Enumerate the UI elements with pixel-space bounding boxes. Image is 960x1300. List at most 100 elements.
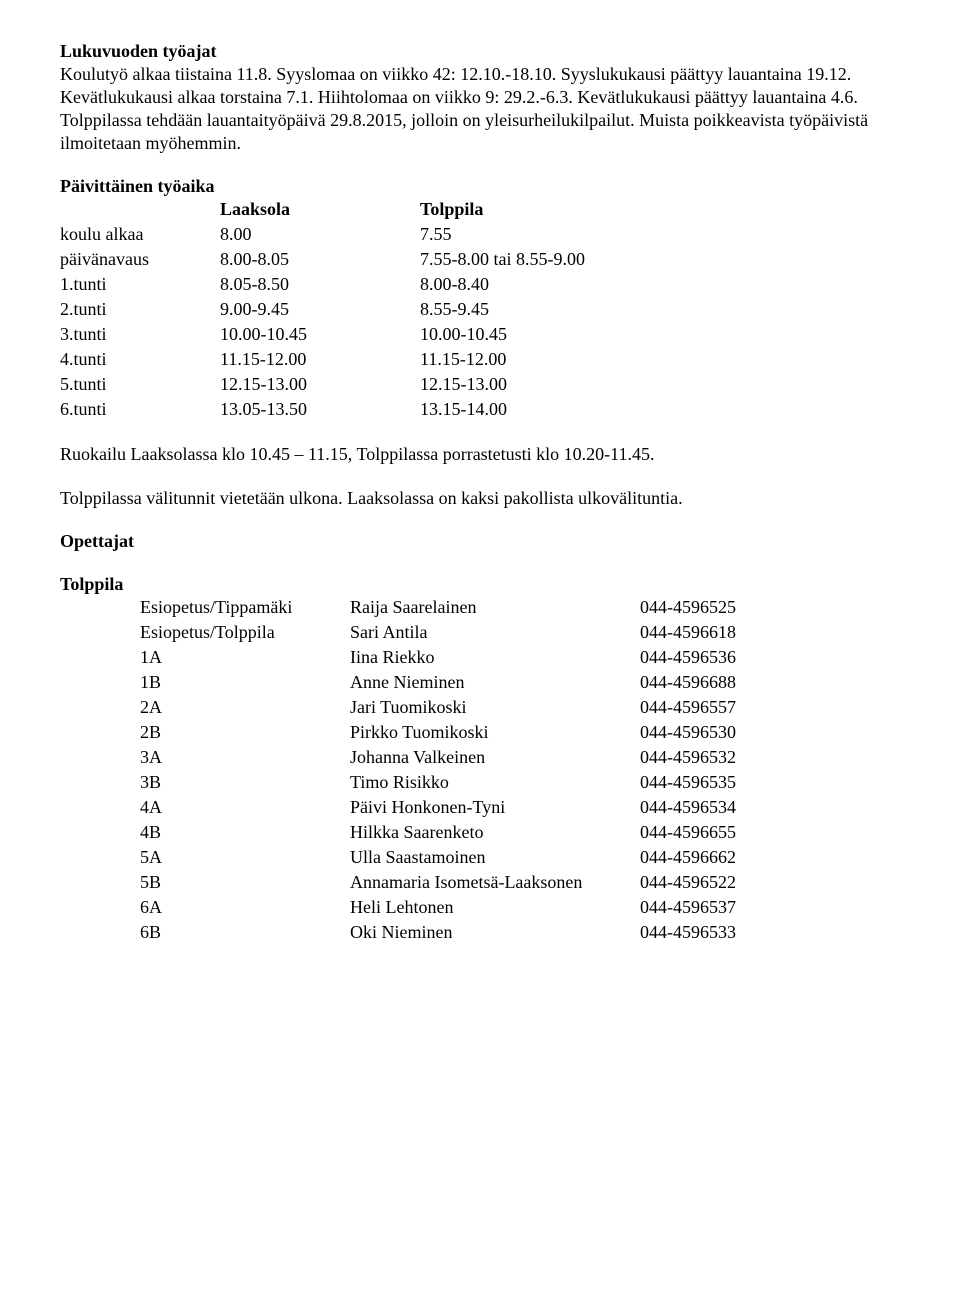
teacher-class: 6A: [140, 896, 350, 921]
schedule-row: 1.tunti8.05-8.508.00-8.40: [60, 273, 680, 298]
teacher-name: Raija Saarelainen: [350, 596, 640, 621]
teacher-row: 6AHeli Lehtonen044-4596537: [140, 896, 800, 921]
teacher-row: 1AIina Riekko044-4596536: [140, 646, 800, 671]
schedule-laaksola-time: 8.00-8.05: [220, 248, 420, 273]
teacher-class: 4A: [140, 796, 350, 821]
teacher-class: 4B: [140, 821, 350, 846]
schedule-label: 4.tunti: [60, 348, 220, 373]
schedule-label: 3.tunti: [60, 323, 220, 348]
schedule-tolppila-time: 7.55: [420, 223, 680, 248]
teacher-class: 1B: [140, 671, 350, 696]
teacher-class: 2A: [140, 696, 350, 721]
schedule-tolppila-time: 12.15-13.00: [420, 373, 680, 398]
teacher-class: Esiopetus/Tippamäki: [140, 596, 350, 621]
schedule-laaksola-time: 11.15-12.00: [220, 348, 420, 373]
teacher-row: 4APäivi Honkonen-Tyni044-4596534: [140, 796, 800, 821]
schedule-tolppila-time: 11.15-12.00: [420, 348, 680, 373]
teacher-row: 5BAnnamaria Isometsä-Laaksonen044-459652…: [140, 871, 800, 896]
teacher-row: 2BPirkko Tuomikoski044-4596530: [140, 721, 800, 746]
teacher-phone: 044-4596557: [640, 696, 800, 721]
schedule-tolppila-time: 7.55-8.00 tai 8.55-9.00: [420, 248, 680, 273]
schedule-label: 2.tunti: [60, 298, 220, 323]
teacher-row: 3AJohanna Valkeinen044-4596532: [140, 746, 800, 771]
teacher-name: Jari Tuomikoski: [350, 696, 640, 721]
teacher-row: 4BHilkka Saarenketo044-4596655: [140, 821, 800, 846]
teacher-row: 3BTimo Risikko044-4596535: [140, 771, 800, 796]
heading-schoolyear: Lukuvuoden työajat: [60, 41, 217, 61]
teacher-phone: 044-4596532: [640, 746, 800, 771]
teacher-class: 5A: [140, 846, 350, 871]
schedule-col-tolppila: Tolppila: [420, 198, 680, 223]
teacher-phone: 044-4596530: [640, 721, 800, 746]
schedule-tolppila-time: 10.00-10.45: [420, 323, 680, 348]
breaks-text: Tolppilassa välitunnit vietetään ulkona.…: [60, 487, 900, 510]
teacher-class: 2B: [140, 721, 350, 746]
schedule-laaksola-time: 8.05-8.50: [220, 273, 420, 298]
teacher-class: 1A: [140, 646, 350, 671]
teacher-phone: 044-4596534: [640, 796, 800, 821]
schedule-row: 5.tunti12.15-13.0012.15-13.00: [60, 373, 680, 398]
teacher-phone: 044-4596536: [640, 646, 800, 671]
teacher-phone: 044-4596535: [640, 771, 800, 796]
schedule-row: 4.tunti11.15-12.0011.15-12.00: [60, 348, 680, 373]
teacher-row: 1BAnne Nieminen044-4596688: [140, 671, 800, 696]
intro-text: Koulutyö alkaa tiistaina 11.8. Syyslomaa…: [60, 64, 868, 153]
teacher-name: Sari Antila: [350, 621, 640, 646]
schedule-tolppila-time: 8.00-8.40: [420, 273, 680, 298]
schedule-label: koulu alkaa: [60, 223, 220, 248]
teacher-class: Esiopetus/Tolppila: [140, 621, 350, 646]
teacher-phone: 044-4596655: [640, 821, 800, 846]
teacher-phone: 044-4596537: [640, 896, 800, 921]
heading-teachers: Opettajat: [60, 530, 900, 553]
teacher-name: Hilkka Saarenketo: [350, 821, 640, 846]
teacher-phone: 044-4596525: [640, 596, 800, 621]
teacher-class: 6B: [140, 921, 350, 946]
teacher-name: Timo Risikko: [350, 771, 640, 796]
schedule-label: 5.tunti: [60, 373, 220, 398]
teacher-name: Annamaria Isometsä-Laaksonen: [350, 871, 640, 896]
schedule-col-laaksola: Laaksola: [220, 198, 420, 223]
teacher-row: 6BOki Nieminen044-4596533: [140, 921, 800, 946]
teacher-row: Esiopetus/TolppilaSari Antila044-4596618: [140, 621, 800, 646]
schedule-row: 3.tunti10.00-10.4510.00-10.45: [60, 323, 680, 348]
schedule-label: 6.tunti: [60, 398, 220, 423]
schedule-laaksola-time: 12.15-13.00: [220, 373, 420, 398]
teacher-phone: 044-4596662: [640, 846, 800, 871]
schedule-laaksola-time: 13.05-13.50: [220, 398, 420, 423]
teacher-class: 3B: [140, 771, 350, 796]
teacher-phone: 044-4596522: [640, 871, 800, 896]
lunch-text: Ruokailu Laaksolassa klo 10.45 – 11.15, …: [60, 443, 900, 466]
schedule-tolppila-time: 8.55-9.45: [420, 298, 680, 323]
schedule-header-row: Laaksola Tolppila: [60, 198, 680, 223]
teacher-row: 2AJari Tuomikoski044-4596557: [140, 696, 800, 721]
teacher-name: Oki Nieminen: [350, 921, 640, 946]
teacher-row: Esiopetus/TippamäkiRaija Saarelainen044-…: [140, 596, 800, 621]
schedule-laaksola-time: 8.00: [220, 223, 420, 248]
schedule-table: Laaksola Tolppila koulu alkaa8.007.55päi…: [60, 198, 680, 423]
schedule-empty-cell: [60, 198, 220, 223]
teacher-row: 5AUlla Saastamoinen044-4596662: [140, 846, 800, 871]
schedule-label: päivänavaus: [60, 248, 220, 273]
schedule-row: 6.tunti13.05-13.5013.15-14.00: [60, 398, 680, 423]
teacher-phone: 044-4596688: [640, 671, 800, 696]
schedule-laaksola-time: 9.00-9.45: [220, 298, 420, 323]
schedule-row: koulu alkaa8.007.55: [60, 223, 680, 248]
teacher-name: Heli Lehtonen: [350, 896, 640, 921]
schedule-row: päivänavaus8.00-8.057.55-8.00 tai 8.55-9…: [60, 248, 680, 273]
heading-daily: Päivittäinen työaika: [60, 175, 900, 198]
teacher-name: Anne Nieminen: [350, 671, 640, 696]
school-name: Tolppila: [60, 573, 900, 596]
teacher-class: 3A: [140, 746, 350, 771]
teacher-name: Johanna Valkeinen: [350, 746, 640, 771]
teacher-class: 5B: [140, 871, 350, 896]
teacher-name: Ulla Saastamoinen: [350, 846, 640, 871]
schedule-row: 2.tunti9.00-9.458.55-9.45: [60, 298, 680, 323]
teacher-name: Päivi Honkonen-Tyni: [350, 796, 640, 821]
teacher-name: Pirkko Tuomikoski: [350, 721, 640, 746]
teacher-table: Esiopetus/TippamäkiRaija Saarelainen044-…: [140, 596, 800, 946]
teacher-name: Iina Riekko: [350, 646, 640, 671]
schedule-laaksola-time: 10.00-10.45: [220, 323, 420, 348]
teacher-phone: 044-4596533: [640, 921, 800, 946]
teacher-phone: 044-4596618: [640, 621, 800, 646]
schedule-tolppila-time: 13.15-14.00: [420, 398, 680, 423]
